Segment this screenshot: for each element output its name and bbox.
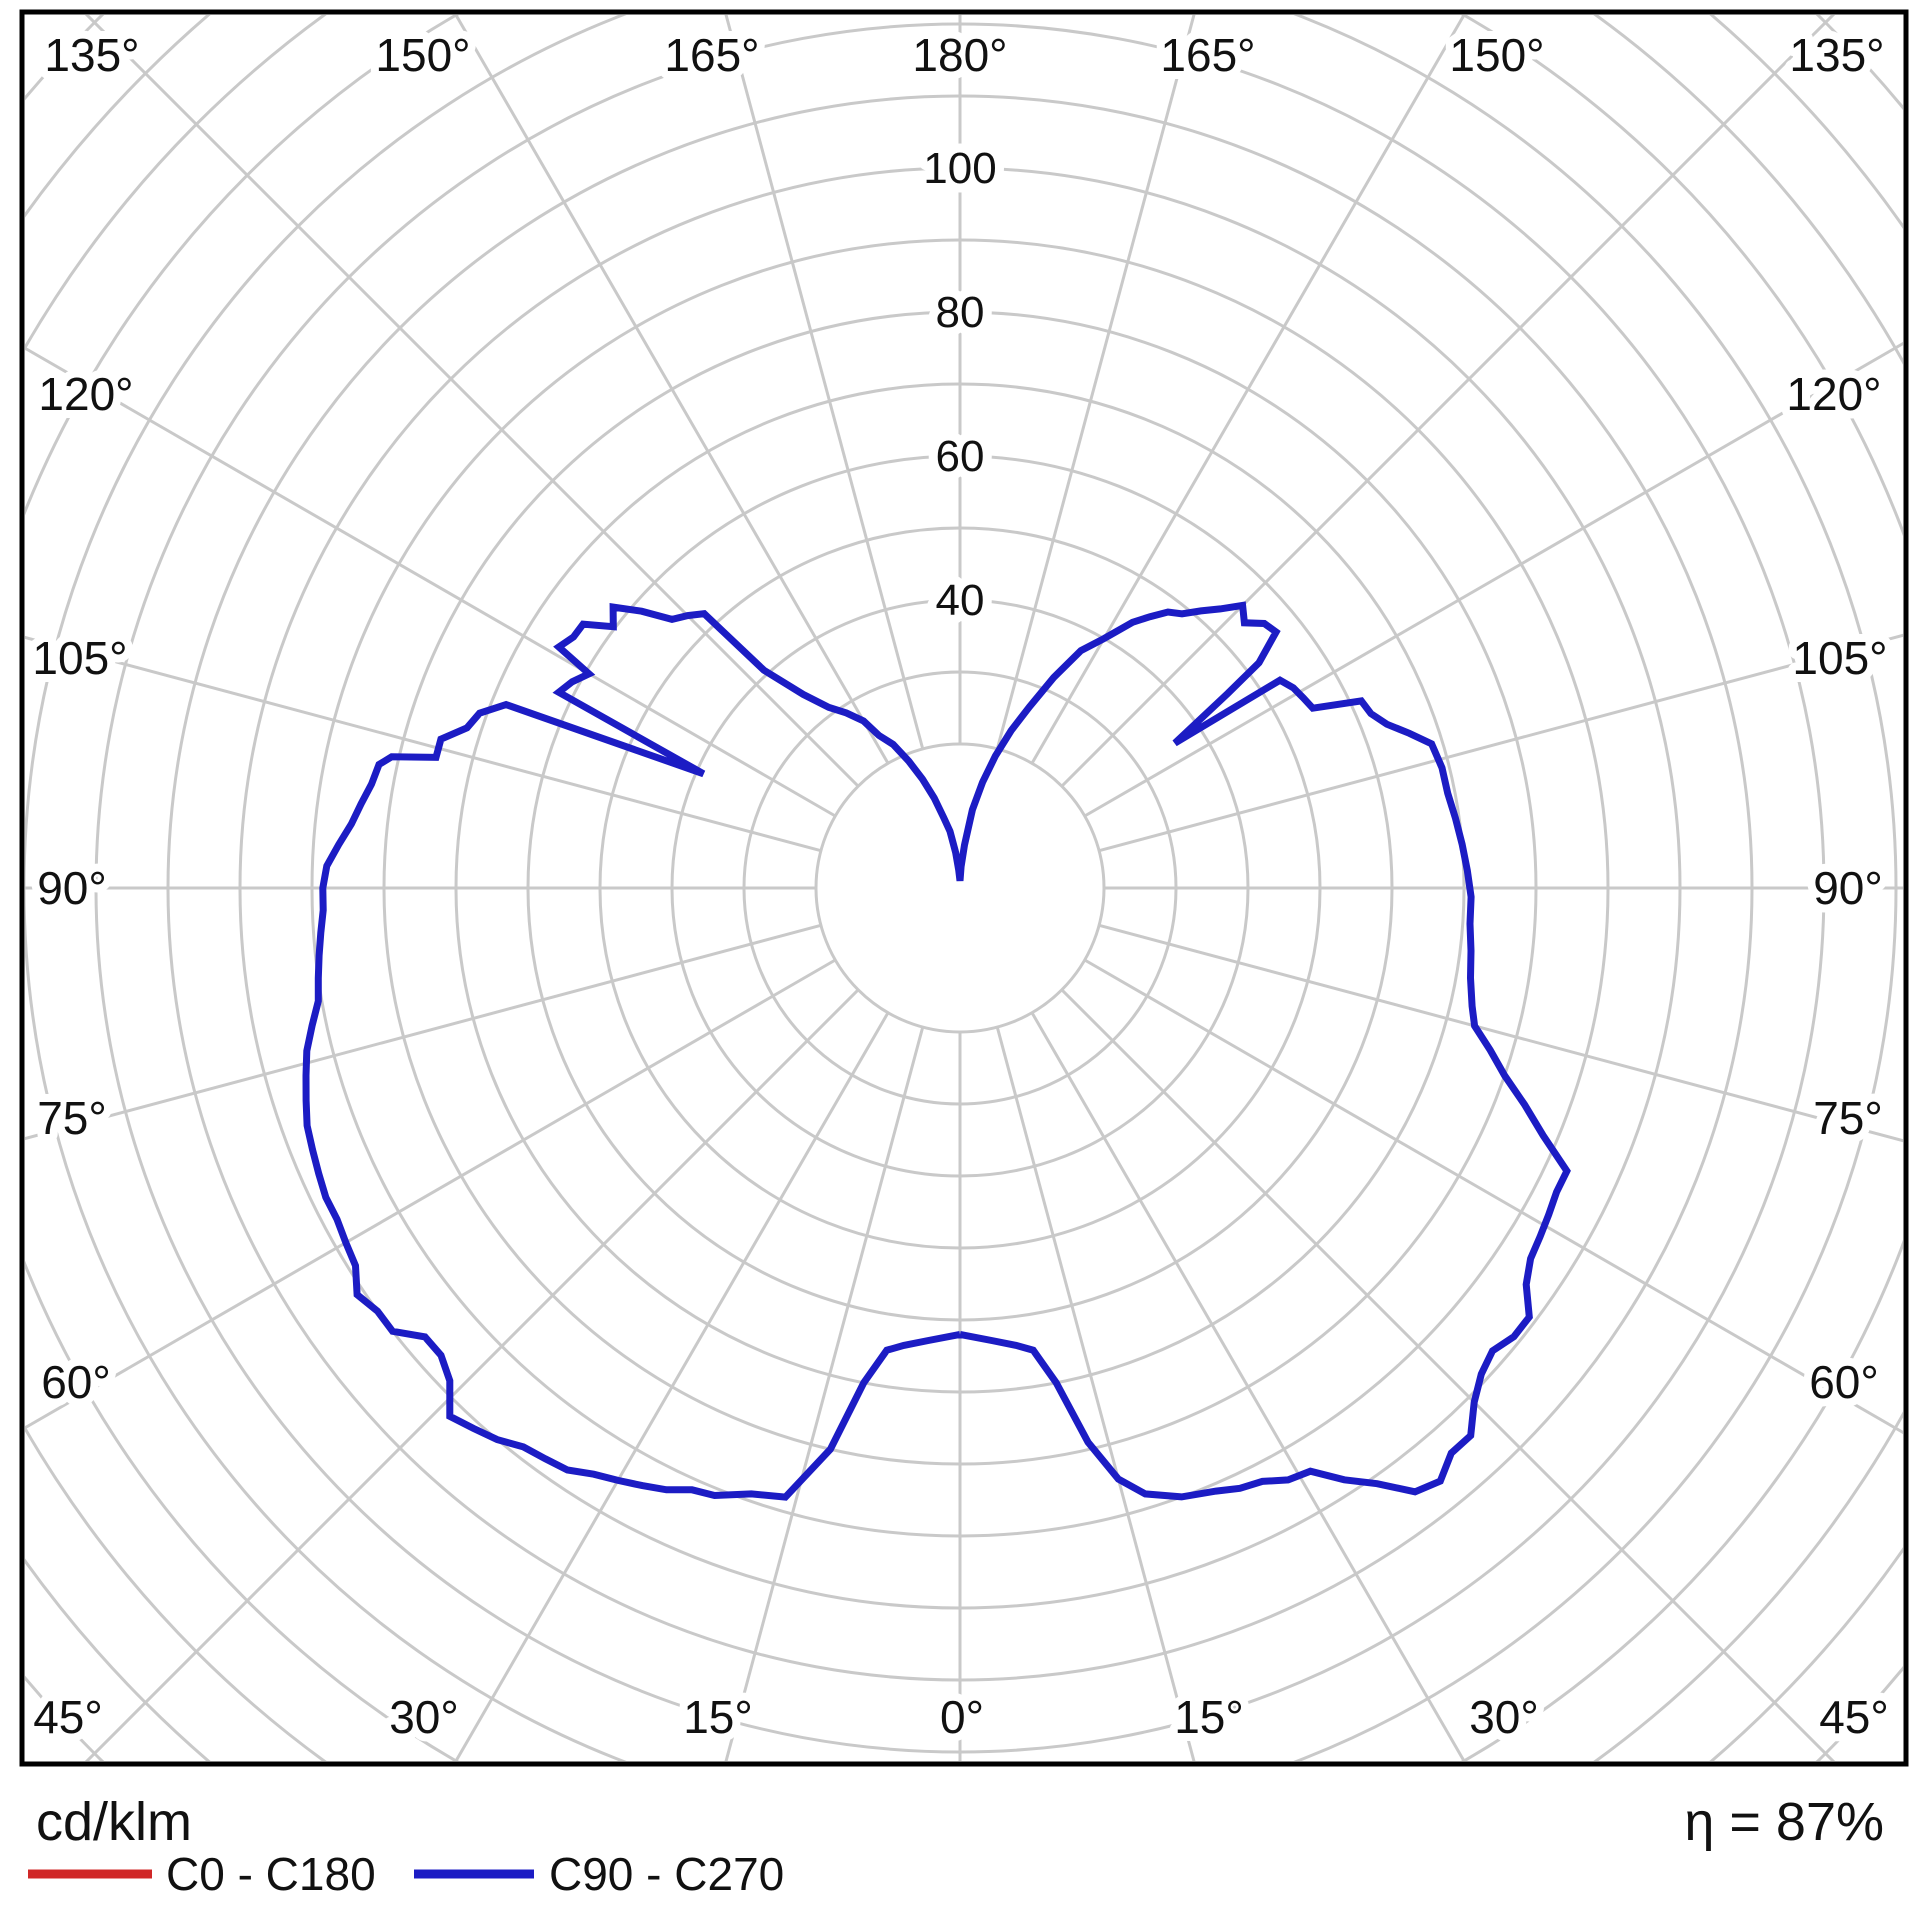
grid-spoke-45 [1060, 988, 1836, 1761]
curve-C90-C270 [302, 601, 1571, 1501]
grid-spoke-240 [25, 346, 837, 818]
angle-label-19: 15° [683, 1691, 753, 1743]
angle-label-12: 120° [1786, 368, 1881, 420]
grid-spoke-30 [1030, 1011, 1466, 1761]
angle-label-13: 105° [1792, 632, 1887, 684]
angle-label-0: 135° [44, 29, 139, 81]
angle-label-7: 120° [38, 368, 133, 420]
grid-spoke-285 [25, 923, 822, 1141]
legend-label-c0-c180: C0 - C180 [166, 1848, 376, 1900]
angle-label-10: 75° [37, 1092, 107, 1144]
angle-label-23: 45° [1819, 1691, 1889, 1743]
angle-label-3: 180° [912, 29, 1007, 81]
angle-label-16: 60° [1809, 1356, 1879, 1408]
radial-tick-60: 60 [936, 432, 985, 481]
grid-spoke-210 [454, 15, 890, 765]
grid-spoke-120 [1083, 341, 1903, 818]
angle-label-8: 105° [32, 632, 127, 684]
angle-label-2: 165° [664, 29, 759, 81]
grid-spoke-300 [25, 958, 837, 1430]
angle-axis-labels: 135° 150° 165° 180° 165° 150° 135° 120° 105° 90° 7… [24, 21, 1896, 1751]
angle-label-14: 90° [1813, 862, 1883, 914]
angle-label-21: 15° [1174, 1691, 1244, 1743]
radial-tick-100: 100 [923, 144, 996, 193]
angle-label-6: 135° [1789, 29, 1884, 81]
angle-label-11: 60° [41, 1356, 111, 1408]
angle-label-18: 30° [389, 1691, 459, 1743]
grid-spoke-330 [454, 1011, 890, 1761]
legend: C0 - C180 C90 - C270 [28, 1848, 784, 1900]
angle-label-1: 150° [375, 29, 470, 81]
angle-label-17: 45° [33, 1691, 103, 1743]
legend-label-c90-c270: C90 - C270 [549, 1848, 784, 1900]
grid-spoke-60 [1083, 958, 1903, 1435]
grid-spoke-315 [84, 988, 860, 1761]
grid-spoke-75 [1098, 923, 1903, 1143]
grid-spoke-105 [1098, 633, 1903, 853]
grid-spoke-345 [724, 1026, 925, 1761]
grid-spoke-195 [724, 15, 925, 750]
grid-spoke-225 [84, 15, 860, 788]
radial-tick-40: 40 [936, 576, 985, 625]
angle-label-4: 165° [1160, 29, 1255, 81]
grid-spoke-135 [1060, 15, 1836, 788]
angle-label-20: 0° [940, 1691, 984, 1743]
angle-label-5: 150° [1449, 29, 1544, 81]
radial-tick-80: 80 [936, 288, 985, 337]
angle-label-9: 90° [37, 862, 107, 914]
grid-spoke-165 [995, 15, 1196, 750]
grid-spoke-255 [25, 635, 822, 853]
grid-spoke-15 [995, 1026, 1196, 1761]
radial-axis-labels: 40 60 80 100 [914, 135, 1005, 634]
intensity-curves [302, 601, 1571, 1501]
grid-spoke-150 [1030, 15, 1466, 765]
unit-label: cd/klm [36, 1792, 192, 1852]
angle-label-15: 75° [1813, 1092, 1883, 1144]
angle-label-22: 30° [1469, 1691, 1539, 1743]
efficiency-label: η = 87% [1684, 1792, 1884, 1852]
